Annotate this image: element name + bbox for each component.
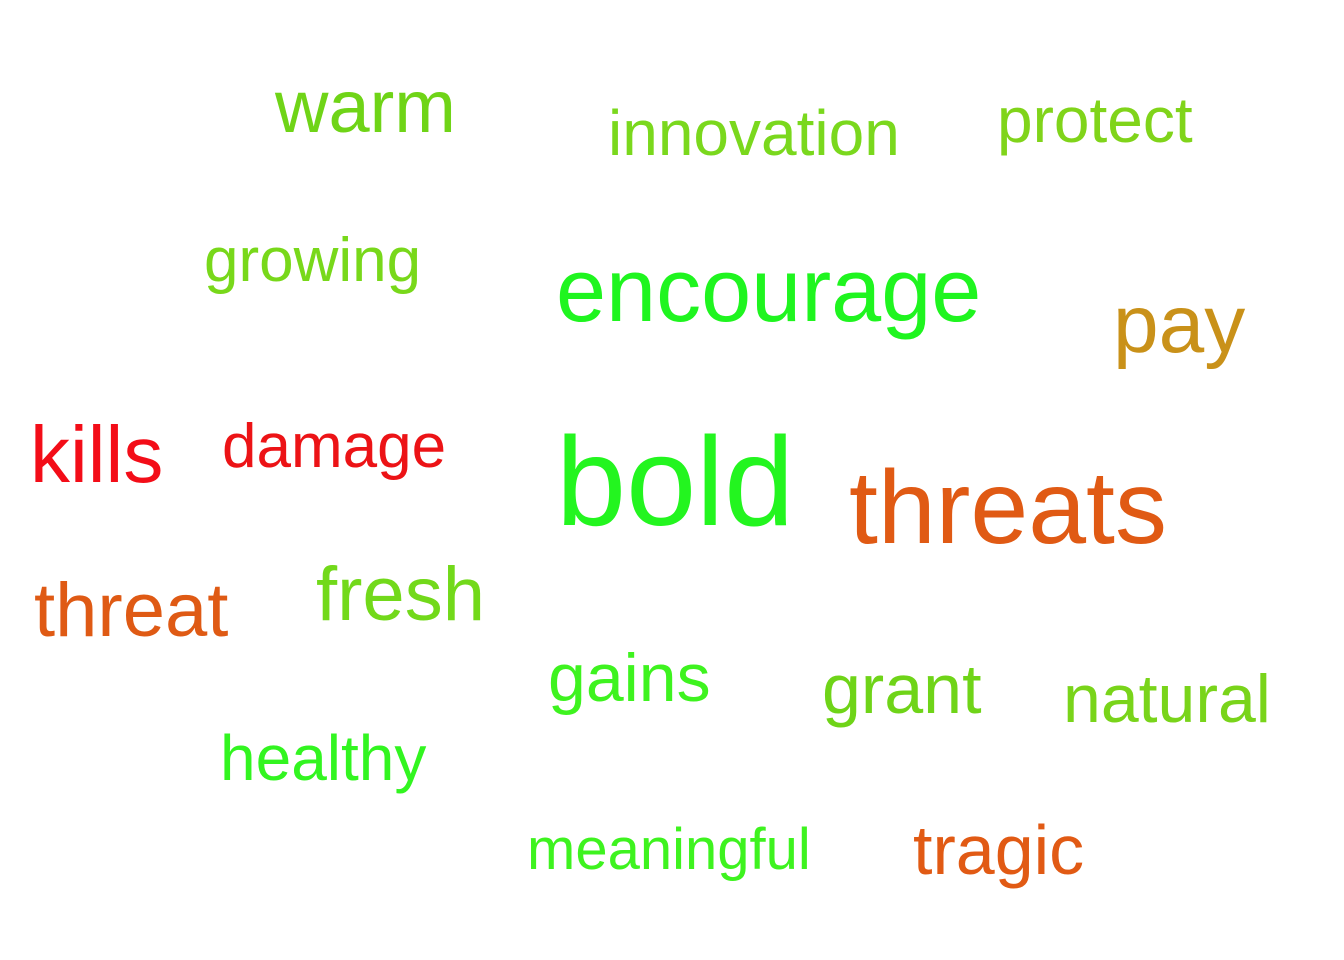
word-threats: threats [849,450,1167,566]
word-threat: threat [34,568,229,653]
word-damage: damage [222,412,447,481]
word-warm: warm [275,65,456,148]
word-pay: pay [1113,279,1246,370]
word-innovation: innovation [608,97,900,169]
word-bold: bold [556,411,795,552]
word-healthy: healthy [220,722,427,794]
word-protect: protect [997,84,1193,156]
word-fresh: fresh [316,552,485,637]
word-encourage: encourage [556,241,982,341]
word-grant: grant [822,650,982,728]
word-natural: natural [1063,661,1271,737]
word-meaningful: meaningful [527,817,811,882]
word-tragic: tragic [913,811,1085,889]
word-growing: growing [204,226,422,295]
word-gains: gains [548,640,711,716]
word-kills: kills [30,410,164,499]
